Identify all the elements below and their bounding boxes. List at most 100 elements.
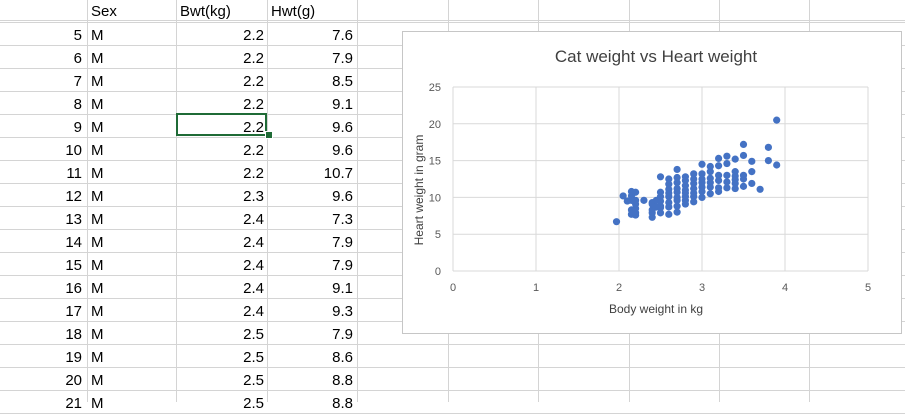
cell-bwt[interactable]: 2.4 xyxy=(243,303,264,320)
column-gridline xyxy=(176,0,177,402)
cell-sex[interactable]: M xyxy=(91,73,104,90)
scatter-chart[interactable]: Cat weight vs Heart weight Body weight i… xyxy=(402,31,902,334)
cell-hwt[interactable]: 8.6 xyxy=(332,349,353,366)
cell-bwt[interactable]: 2.5 xyxy=(243,372,264,389)
row-number[interactable]: 10 xyxy=(65,142,82,159)
row-number[interactable]: 5 xyxy=(73,27,82,44)
column-gridline xyxy=(87,0,88,402)
row-number[interactable]: 18 xyxy=(65,326,82,343)
row-number[interactable]: 17 xyxy=(65,303,82,320)
cell-bwt[interactable]: 2.5 xyxy=(243,326,264,343)
data-point xyxy=(706,174,714,182)
cell-bwt[interactable]: 2.4 xyxy=(243,234,264,251)
cell-hwt[interactable]: 9.1 xyxy=(332,280,353,297)
cell-bwt[interactable]: 2.2 xyxy=(243,73,264,90)
data-point xyxy=(715,184,723,192)
cell-sex[interactable]: M xyxy=(91,165,104,182)
cell-hwt[interactable]: 10.7 xyxy=(323,165,353,182)
row-number[interactable]: 21 xyxy=(65,395,82,412)
cell-bwt[interactable]: 2.2 xyxy=(243,142,264,159)
row-number[interactable]: 8 xyxy=(73,96,82,113)
cell-bwt[interactable]: 2.3 xyxy=(243,188,264,205)
cell-hwt[interactable]: 9.1 xyxy=(332,96,353,113)
cell-bwt[interactable]: 2.4 xyxy=(243,280,264,297)
row-number[interactable]: 12 xyxy=(65,188,82,205)
data-point xyxy=(673,184,681,193)
data-point xyxy=(723,171,731,179)
data-point xyxy=(698,170,706,178)
row-number[interactable]: 14 xyxy=(65,234,82,251)
cell-sex[interactable]: M xyxy=(91,280,104,297)
row-number[interactable]: 13 xyxy=(65,211,82,228)
data-point xyxy=(690,184,698,193)
column-gridline xyxy=(357,0,358,402)
cell-sex[interactable]: M xyxy=(91,326,104,343)
cell-sex[interactable]: M xyxy=(91,395,104,412)
cell-sex[interactable]: M xyxy=(91,234,104,251)
cell-bwt[interactable]: 2.4 xyxy=(243,211,264,228)
cell-hwt[interactable]: 7.9 xyxy=(332,50,353,67)
cell-bwt[interactable]: 2.5 xyxy=(243,349,264,366)
row-number[interactable]: 9 xyxy=(73,119,82,136)
row-number[interactable]: 6 xyxy=(73,50,82,67)
column-header-hwt[interactable]: Hwt(g) xyxy=(271,3,316,20)
data-point xyxy=(739,151,748,160)
column-header-sex[interactable]: Sex xyxy=(91,3,117,20)
row-number[interactable]: 19 xyxy=(65,349,82,366)
y-tick-label: 0 xyxy=(435,266,441,278)
cell-sex[interactable]: M xyxy=(91,372,104,389)
chart-title: Cat weight vs Heart weight xyxy=(555,47,757,66)
data-point xyxy=(665,185,673,193)
cell-hwt[interactable]: 7.9 xyxy=(332,326,353,343)
cell-sex[interactable]: M xyxy=(91,142,104,159)
data-point xyxy=(715,176,723,185)
data-point xyxy=(673,202,681,210)
cell-bwt[interactable]: 2.2 xyxy=(243,27,264,44)
cell-hwt[interactable]: 7.3 xyxy=(332,211,353,228)
data-point xyxy=(715,162,723,170)
data-point xyxy=(619,192,627,200)
row-number[interactable]: 20 xyxy=(65,372,82,389)
row-number[interactable]: 16 xyxy=(65,280,82,297)
x-axis-label: Body weight in kg xyxy=(609,302,703,316)
column-gridline xyxy=(267,0,268,402)
cell-hwt[interactable]: 9.3 xyxy=(332,303,353,320)
row-number[interactable]: 11 xyxy=(66,165,82,182)
data-point xyxy=(665,180,673,188)
column-header-bwt[interactable]: Bwt(kg) xyxy=(180,3,231,20)
cell-hwt[interactable]: 7.9 xyxy=(332,234,353,251)
cell-bwt[interactable]: 2.2 xyxy=(243,165,264,182)
cell-hwt[interactable]: 8.5 xyxy=(332,73,353,90)
data-point xyxy=(698,175,706,183)
cell-bwt[interactable]: 2.4 xyxy=(243,257,264,274)
cell-sex[interactable]: M xyxy=(91,119,104,136)
data-point xyxy=(698,193,706,201)
cell-hwt[interactable]: 9.6 xyxy=(332,119,353,136)
cell-hwt[interactable]: 9.6 xyxy=(332,188,353,205)
data-point xyxy=(715,171,723,179)
cell-sex[interactable]: M xyxy=(91,257,104,274)
cell-bwt[interactable]: 2.2 xyxy=(243,119,264,136)
cell-hwt[interactable]: 9.6 xyxy=(332,142,353,159)
cell-hwt[interactable]: 7.6 xyxy=(332,27,353,44)
cell-bwt[interactable]: 2.2 xyxy=(243,96,264,113)
cell-sex[interactable]: M xyxy=(91,96,104,113)
data-point xyxy=(706,168,714,176)
row-number[interactable]: 7 xyxy=(73,73,82,90)
cell-hwt[interactable]: 8.8 xyxy=(332,372,353,389)
cell-sex[interactable]: M xyxy=(91,50,104,67)
cell-sex[interactable]: M xyxy=(91,211,104,228)
cell-bwt[interactable]: 2.5 xyxy=(243,395,264,412)
data-point xyxy=(739,171,748,179)
cell-hwt[interactable]: 7.9 xyxy=(332,257,353,274)
cell-bwt[interactable]: 2.2 xyxy=(243,50,264,67)
cell-sex[interactable]: M xyxy=(91,349,104,366)
cell-sex[interactable]: M xyxy=(91,27,104,44)
fill-handle[interactable] xyxy=(265,131,273,139)
row-number[interactable]: 15 xyxy=(65,257,82,274)
x-tick-label: 0 xyxy=(450,282,456,294)
data-point xyxy=(665,175,673,183)
cell-hwt[interactable]: 8.8 xyxy=(332,395,353,412)
cell-sex[interactable]: M xyxy=(91,303,104,320)
cell-sex[interactable]: M xyxy=(91,188,104,205)
